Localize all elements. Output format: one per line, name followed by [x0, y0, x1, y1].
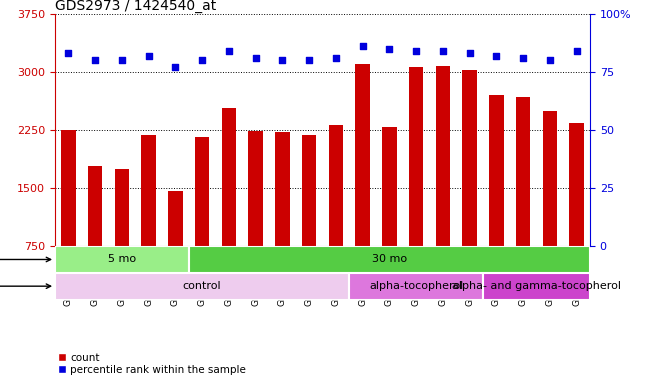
Text: age: age	[0, 255, 51, 265]
Bar	[188, 246, 590, 273]
Point	[545, 57, 555, 63]
Point	[411, 48, 421, 54]
Point	[358, 43, 368, 50]
Point	[144, 53, 154, 59]
Point	[518, 55, 528, 61]
Bar	[55, 246, 188, 273]
Bar	[328, 126, 343, 304]
Bar	[356, 63, 370, 304]
Bar	[195, 137, 209, 304]
Point	[491, 53, 502, 59]
Text: alpha- and gamma-tocopherol: alpha- and gamma-tocopherol	[452, 281, 621, 291]
Bar	[409, 66, 424, 304]
Text: agent: agent	[0, 281, 51, 291]
Point	[277, 57, 287, 63]
Legend: count, percentile rank within the sample: count, percentile rank within the sample	[54, 348, 250, 379]
Point	[197, 57, 207, 63]
Point	[464, 50, 474, 56]
Point	[571, 48, 582, 54]
Bar	[302, 135, 317, 304]
Point	[117, 57, 127, 63]
Bar	[349, 273, 483, 300]
Point	[63, 50, 73, 56]
Bar	[61, 130, 76, 304]
Point	[224, 48, 234, 54]
Bar	[141, 135, 156, 304]
Text: control: control	[183, 281, 222, 291]
Point	[384, 46, 395, 52]
Bar	[543, 111, 557, 304]
Bar	[88, 166, 103, 304]
Text: 30 mo: 30 mo	[372, 255, 407, 265]
Bar	[275, 132, 290, 304]
Text: GDS2973 / 1424540_at: GDS2973 / 1424540_at	[55, 0, 216, 13]
Point	[304, 57, 315, 63]
Bar	[55, 273, 349, 300]
Point	[90, 57, 100, 63]
Text: 5 mo: 5 mo	[108, 255, 136, 265]
Bar	[168, 191, 183, 304]
Bar	[222, 108, 236, 304]
Point	[250, 55, 261, 61]
Bar	[483, 273, 590, 300]
Text: alpha-tocopherol: alpha-tocopherol	[369, 281, 463, 291]
Point	[170, 64, 181, 70]
Bar	[114, 169, 129, 304]
Bar	[569, 123, 584, 304]
Bar	[382, 127, 396, 304]
Bar	[515, 97, 530, 304]
Bar	[489, 95, 504, 304]
Bar	[462, 71, 477, 304]
Bar	[248, 131, 263, 304]
Bar	[436, 66, 450, 304]
Point	[331, 55, 341, 61]
Point	[437, 48, 448, 54]
